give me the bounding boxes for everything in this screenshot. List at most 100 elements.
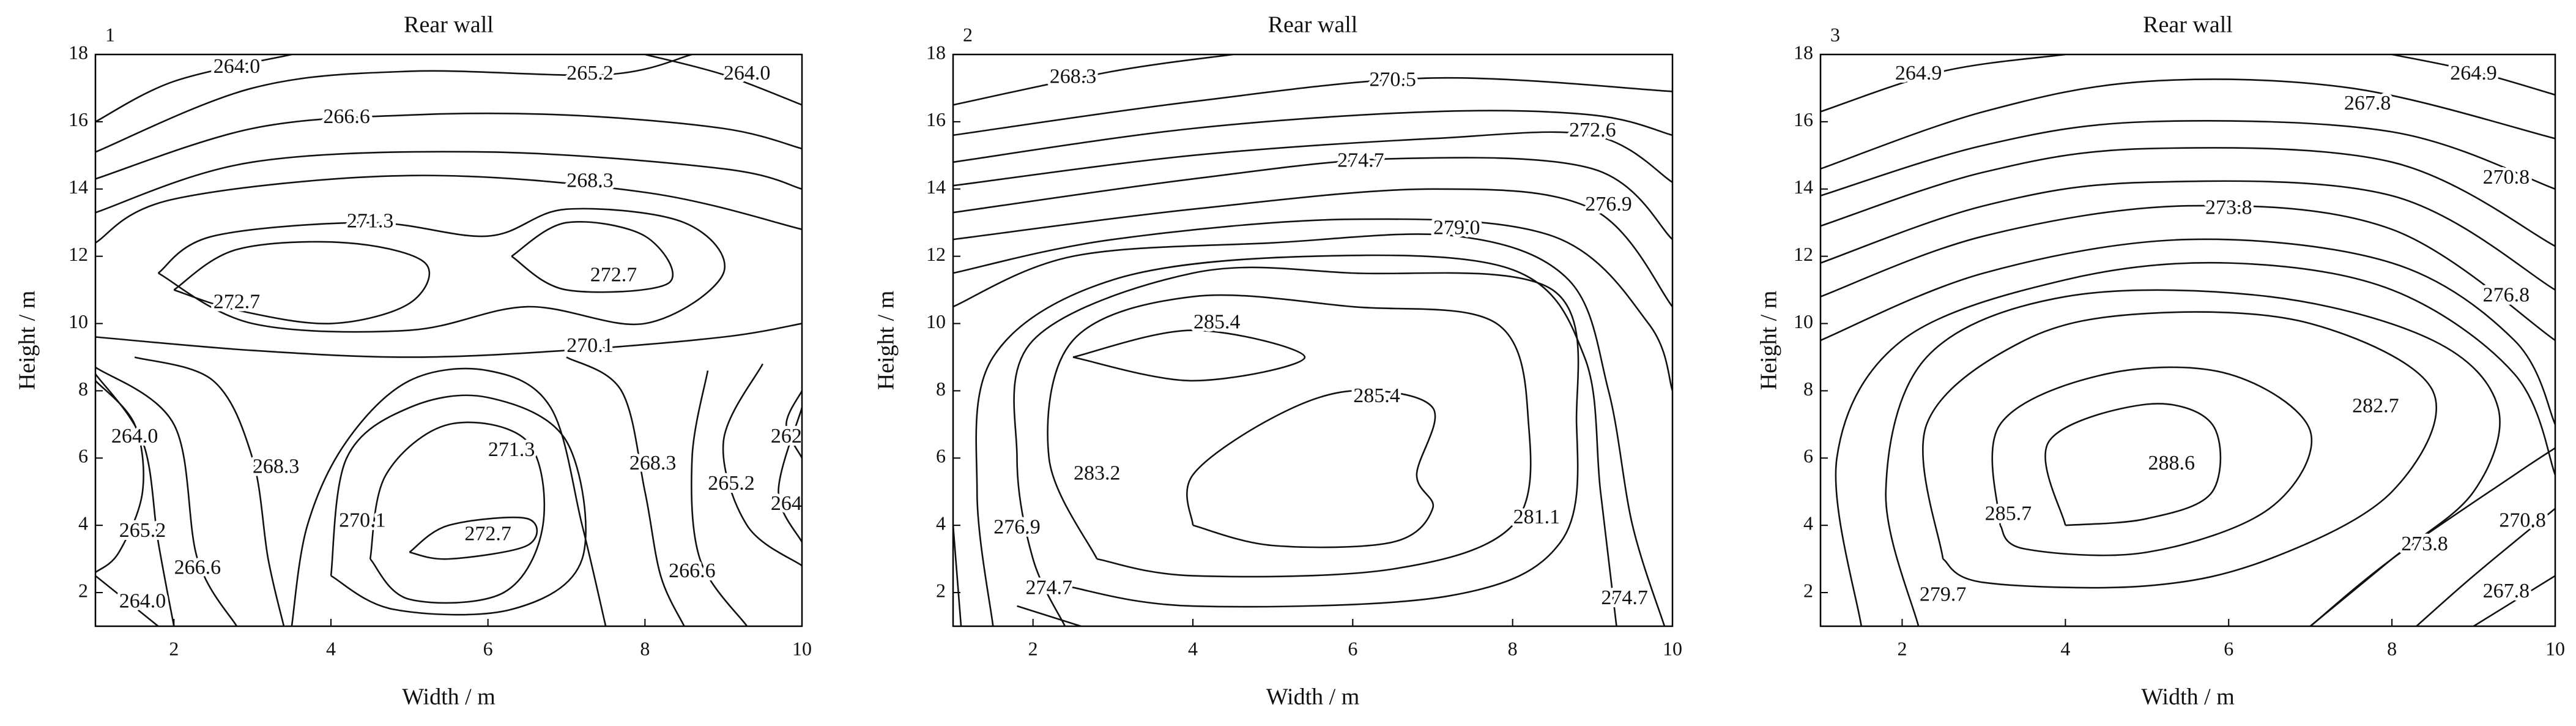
contour-line: [330, 394, 587, 616]
contour-label: 264.0: [119, 589, 166, 612]
contour-line: [1821, 78, 2555, 170]
contour-line: [291, 367, 607, 626]
contour-line: [953, 110, 1672, 163]
x-tick-label: 6: [2224, 637, 2233, 659]
contour-line: [1186, 389, 1436, 548]
contour-lines: [953, 54, 1672, 626]
contour-label: 270.8: [2483, 166, 2530, 189]
contour-line: [1821, 54, 2066, 113]
contour-label: 267.8: [2483, 580, 2530, 602]
x-tick-label: 2: [1028, 637, 1038, 659]
contour-lines: [1821, 54, 2555, 626]
contour-line: [2391, 54, 2555, 96]
contour-line: [1047, 294, 1532, 578]
contour-label: 276.9: [993, 515, 1041, 538]
contour-line: [1821, 120, 2555, 196]
contour-line: [953, 54, 1233, 106]
contour-line: [566, 356, 685, 626]
contour-line: [722, 363, 802, 567]
x-axis-label: Width / m: [1266, 684, 1360, 710]
y-axis-label: Height / m: [15, 291, 40, 391]
contour-line: [173, 241, 431, 324]
y-tick-label: 4: [78, 512, 88, 534]
contour-line: [691, 370, 748, 626]
contour-label: 264.0: [724, 62, 771, 84]
contour-label: 264.9: [1895, 62, 1942, 84]
y-axis-label: Height / m: [1756, 291, 1782, 391]
contour-label: 265.2: [119, 519, 166, 542]
y-tick-label: 4: [936, 512, 946, 534]
x-tick-label: 10: [1663, 637, 1682, 659]
y-tick-label: 18: [1794, 41, 1813, 63]
y-tick-label: 6: [936, 445, 946, 467]
contour-label: 262: [771, 425, 802, 447]
contour-line: [1885, 289, 2501, 626]
contour-line: [95, 54, 692, 153]
contour-line: [95, 380, 144, 574]
contour-label: 272.7: [213, 290, 261, 313]
contour-line: [1835, 261, 2555, 626]
contour-label: 274.7: [1601, 586, 1648, 609]
contour-label: 270.1: [566, 334, 614, 357]
x-tick-label: 10: [2545, 637, 2565, 659]
contour-line: [409, 516, 538, 560]
contour-label: 271.3: [347, 210, 394, 233]
contour-label: 276.9: [1585, 193, 1632, 215]
contour-line: [511, 220, 674, 293]
x-tick-label: 6: [483, 637, 493, 659]
contour-label: 281.1: [1513, 506, 1561, 528]
contour-line: [975, 254, 1617, 626]
x-tick-label: 8: [2387, 637, 2397, 659]
contour-line: [2416, 507, 2555, 626]
y-tick-label: 2: [936, 579, 946, 601]
y-tick-label: 12: [69, 243, 88, 265]
contour-label: 264.0: [213, 55, 261, 78]
contour-label: 270.8: [2499, 509, 2546, 531]
panel-number: 2: [963, 23, 973, 45]
contour-line: [95, 373, 175, 626]
contour-label: 282.7: [2352, 395, 2399, 417]
contour-label: 273.8: [2205, 196, 2252, 219]
contour-label: 267.8: [2344, 92, 2391, 114]
contour-label: 264.9: [2450, 62, 2497, 84]
y-tick-label: 6: [78, 445, 88, 467]
x-tick-label: 8: [1508, 637, 1518, 659]
contour-line: [1017, 605, 1082, 626]
contour-line: [1821, 147, 2555, 247]
y-tick-label: 4: [1803, 512, 1813, 534]
y-tick-label: 2: [78, 579, 88, 601]
y-tick-label: 10: [69, 310, 88, 332]
x-tick-label: 4: [2060, 637, 2070, 659]
y-tick-label: 6: [1803, 445, 1813, 467]
panel-number: 3: [1830, 23, 1840, 45]
x-tick-label: 8: [640, 637, 650, 659]
y-tick-label: 14: [69, 176, 88, 198]
contour-line: [95, 174, 802, 244]
contour-line: [953, 157, 1672, 241]
panel-title: Rear wall: [1268, 12, 1358, 38]
contour-label: 266.6: [323, 105, 370, 128]
contour-label: 272.7: [464, 522, 511, 545]
contour-label: 276.8: [2483, 283, 2530, 306]
y-axis-label: Height / m: [874, 291, 899, 391]
contour-line: [953, 525, 962, 626]
contour-label: 268.3: [253, 455, 300, 478]
contour-line: [369, 421, 546, 604]
x-tick-label: 2: [1897, 637, 1907, 659]
contour-label: 273.8: [2401, 533, 2448, 555]
y-tick-label: 8: [1803, 378, 1813, 400]
contour-label: 288.6: [2148, 452, 2196, 474]
y-tick-label: 10: [926, 310, 946, 332]
contour-label: 272.7: [590, 263, 637, 286]
contour-line: [953, 233, 1666, 626]
contour-line: [1821, 238, 2555, 425]
x-tick-label: 10: [792, 637, 812, 659]
contour-label: 279.7: [1920, 583, 1967, 605]
contour-label: 271.3: [488, 438, 535, 461]
contour-line: [785, 390, 802, 458]
contour-label: 266.6: [669, 559, 716, 582]
y-tick-label: 8: [78, 378, 88, 400]
x-tick-label: 4: [326, 637, 336, 659]
panel-title: Rear wall: [2143, 12, 2233, 38]
